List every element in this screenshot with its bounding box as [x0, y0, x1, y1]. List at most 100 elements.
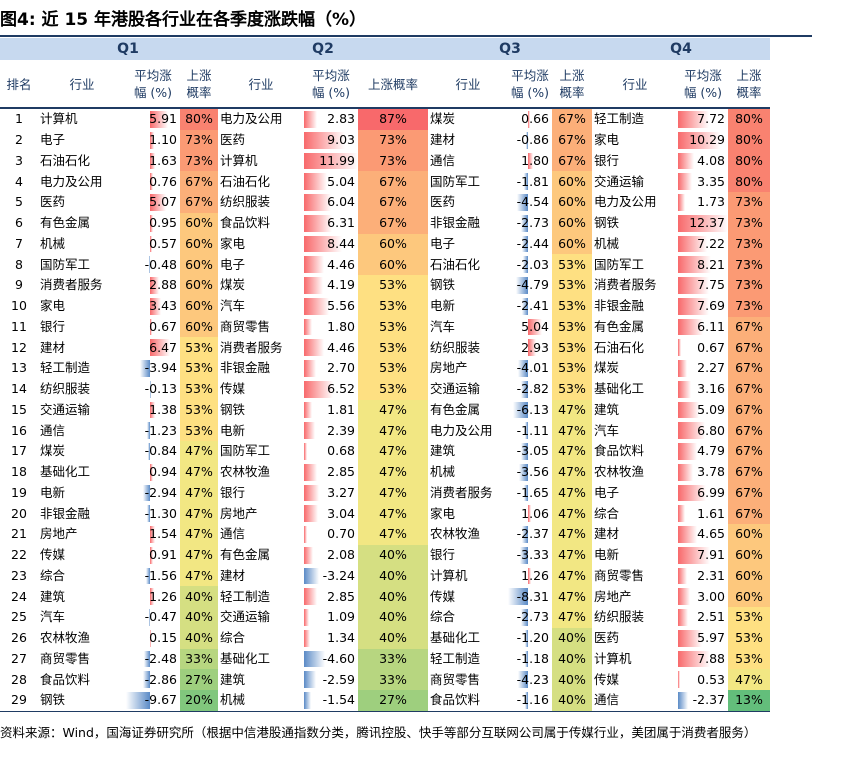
data-bar [150, 235, 153, 253]
q4-industry-cell: 农林牧渔 [594, 464, 645, 480]
q2-avg-cell: 6.52 [304, 379, 358, 400]
q4-avg-cell: 1.61 [678, 503, 728, 524]
table-row: 29 钢铁 -9.67 20% 机械 -1.54 27% 食品饮料 -1.16 40% 通信 -2.3… [0, 690, 812, 712]
q3-avg-cell: -1.81 [508, 171, 552, 192]
q1-prob-cell: 53% [180, 358, 218, 379]
q1-avg-cell: 0.57 [126, 234, 180, 255]
q4-prob-cell: 73% [728, 212, 770, 234]
avg-value: -2.44 [516, 235, 549, 251]
data-bar [304, 277, 323, 294]
q1-industry-cell: 计算机 [40, 111, 78, 127]
avg-value: -0.13 [144, 381, 177, 397]
avg-value: 2.08 [327, 547, 355, 563]
data-bar [304, 505, 318, 522]
avg-value: -3.94 [144, 360, 177, 376]
q2-avg-cell: -3.24 [304, 566, 358, 587]
q2-avg-cell: 1.80 [304, 317, 358, 338]
table-row: 20 非银金融 -1.30 47% 房地产 3.04 47% 家电 1.06 47% 综合 1.61 6… [0, 503, 812, 524]
q2-industry-cell: 轻工制造 [220, 588, 271, 604]
avg-value: 1.61 [697, 505, 725, 521]
avg-header-line1: 平均涨 [684, 68, 722, 83]
avg-value: 4.19 [327, 277, 355, 293]
q1-avg-cell: -0.13 [126, 379, 180, 400]
avg-value: 6.99 [697, 484, 725, 500]
rank-cell: 8 [15, 256, 23, 272]
q4-prob-cell: 67% [728, 441, 770, 462]
data-bar [304, 318, 313, 336]
avg-value: 2.85 [327, 588, 355, 604]
data-bar [304, 422, 315, 439]
q3-prob-cell: 47% [552, 586, 592, 607]
data-bar [678, 526, 697, 543]
q4-prob-cell: 67% [728, 482, 770, 504]
rank-cell: 4 [15, 173, 23, 189]
avg-value: 1.80 [521, 152, 549, 168]
avg-value: 4.46 [327, 256, 355, 272]
q2-prob-cell: 33% [358, 648, 428, 670]
avg-value: -2.41 [516, 298, 549, 314]
avg-value: 7.69 [697, 298, 725, 314]
q3-prob-cell: 67% [552, 150, 592, 172]
quarter-header-row: Q1 Q2 Q3 Q4 [0, 38, 812, 61]
rank-cell: 1 [15, 111, 23, 127]
q4-industry-cell: 家电 [594, 132, 620, 148]
avg-value: -1.54 [322, 692, 355, 708]
data-bar [678, 173, 692, 190]
data-bar [150, 111, 169, 128]
q1-avg-cell: -2.86 [126, 669, 180, 690]
q3-industry-cell: 商贸零售 [430, 671, 481, 687]
rank-cell: 13 [11, 360, 27, 376]
table-row: 26 农林牧渔 0.15 40% 综合 1.34 40% 基础化工 -1.20 40% 医药 5.97… [0, 627, 812, 649]
q2-industry-cell: 非银金融 [220, 360, 271, 376]
q4-prob-cell: 60% [728, 524, 770, 545]
data-bar [522, 297, 528, 315]
avg-value: -1.56 [144, 567, 177, 583]
q4-prob-cell: 13% [728, 690, 770, 712]
rank-cell: 15 [11, 401, 27, 417]
table-row: 9 消费者服务 2.88 60% 煤炭 4.19 53% 钢铁 -4.79 53% 消费者服务 7.7… [0, 275, 812, 296]
q2-industry-cell: 电新 [220, 422, 246, 438]
avg-value: 1.34 [327, 630, 355, 646]
q1-avg-cell: -2.48 [126, 649, 180, 670]
q1-industry-cell: 农林牧渔 [40, 630, 91, 646]
q2-avg-cell: 4.46 [304, 254, 358, 275]
q1-avg-cell: 0.95 [126, 213, 180, 234]
q2-prob-cell: 60% [358, 233, 428, 255]
data-bar [304, 152, 358, 170]
avg-value: 3.27 [327, 484, 355, 500]
q2-prob-header: 上涨概率 [358, 60, 428, 109]
q1-prob-cell: 53% [180, 399, 218, 421]
q4-prob-cell: 53% [728, 627, 770, 649]
data-bar [678, 235, 708, 253]
q4-industry-cell: 国防军工 [594, 256, 645, 272]
q1-industry-cell: 机械 [40, 235, 66, 251]
source-note: 资料来源：Wind，国海证券研究所（根据中信港股通指数分类，腾讯控股、快手等部分… [0, 725, 757, 740]
q2-prob-cell: 53% [358, 275, 428, 296]
q3-industry-cell: 煤炭 [430, 111, 456, 127]
title-divider [0, 35, 812, 37]
q4-industry-cell: 综合 [594, 505, 620, 521]
data-bar [678, 111, 710, 128]
q1-avg-cell: 1.26 [126, 586, 180, 607]
q4-prob-cell: 53% [728, 607, 770, 628]
q4-industry-cell: 轻工制造 [594, 111, 645, 127]
q1-avg-cell: -3.94 [126, 358, 180, 379]
data-bar [527, 111, 530, 128]
data-bar [304, 360, 317, 377]
q4-avg-cell: 3.35 [678, 171, 728, 192]
q2-avg-cell: 1.81 [304, 400, 358, 421]
data-bar [513, 401, 528, 419]
q2-prob-cell: 73% [358, 129, 428, 151]
q3-industry-cell: 交通运输 [430, 381, 481, 397]
rank-cell: 2 [15, 132, 23, 148]
avg-header-line2: 幅 (%) [510, 85, 550, 100]
q3-avg-cell: -1.20 [508, 628, 552, 649]
data-bar [508, 588, 528, 605]
avg-value: 7.88 [697, 650, 725, 666]
q3-avg-cell: -1.18 [508, 649, 552, 670]
q3-prob-cell: 53% [552, 254, 592, 275]
q4-prob-cell: 67% [728, 420, 770, 441]
q3-prob-cell: 47% [552, 544, 592, 566]
data-bar [304, 567, 319, 585]
q1-avg-cell: 1.63 [126, 151, 180, 172]
